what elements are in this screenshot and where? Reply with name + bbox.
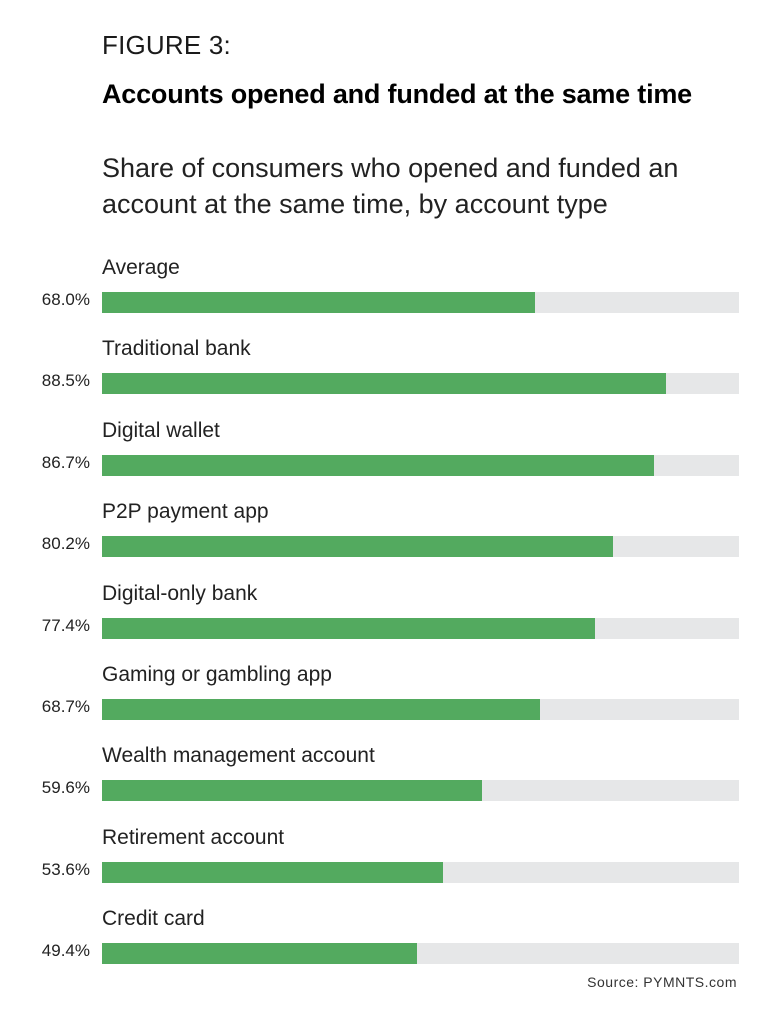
bar-row: Credit card 49.4% <box>0 907 768 988</box>
category-label: P2P payment app <box>102 500 269 524</box>
bar-fill <box>102 780 482 802</box>
bar-track <box>102 617 739 639</box>
value-label: 59.6% <box>41 778 90 798</box>
bar-chart: Average 68.0% Traditional bank 88.5% Digital… <box>0 256 768 989</box>
bar-fill <box>102 943 417 965</box>
bar-row: Retirement account 53.6% <box>0 826 768 907</box>
category-label: Traditional bank <box>102 337 251 361</box>
value-label: 68.0% <box>41 290 90 309</box>
bar-track <box>102 861 739 883</box>
category-label: Retirement account <box>102 825 285 849</box>
bar-row: Average 68.0% <box>0 256 768 337</box>
bar-track <box>102 780 739 802</box>
bar-track <box>102 454 739 476</box>
value-label: 68.7% <box>41 696 90 716</box>
bar-fill <box>102 373 666 395</box>
bar-row: Digital wallet 86.7% <box>0 419 768 500</box>
bar-row: P2P payment app 80.2% <box>0 500 768 581</box>
value-label: 86.7% <box>41 452 90 472</box>
category-label: Digital wallet <box>102 418 220 442</box>
category-label: Digital-only bank <box>102 581 258 605</box>
bar-fill <box>102 698 540 720</box>
value-label: 53.6% <box>41 859 90 879</box>
bar-track <box>102 373 739 395</box>
bar-row: Digital-only bank 77.4% <box>0 582 768 663</box>
category-label: Average <box>102 256 180 279</box>
bar-fill <box>102 292 536 313</box>
value-label: 80.2% <box>41 534 90 554</box>
bar-track <box>102 292 739 313</box>
bar-fill <box>102 861 444 883</box>
bar-row: Wealth management account 59.6% <box>0 744 768 825</box>
category-label: Credit card <box>102 907 205 931</box>
bar-fill <box>102 536 613 558</box>
category-label: Gaming or gambling app <box>102 662 332 686</box>
value-label: 77.4% <box>41 615 90 635</box>
bar-row: Gaming or gambling app 68.7% <box>0 663 768 744</box>
bar-track <box>102 536 739 558</box>
bar-track <box>102 943 739 965</box>
bar-track <box>102 698 739 720</box>
bar-fill <box>102 454 655 476</box>
chart-title: Accounts opened and funded at the same t… <box>102 79 692 109</box>
category-label: Wealth management account <box>102 744 375 768</box>
bar-fill <box>102 617 596 639</box>
bar-row: Traditional bank 88.5% <box>0 337 768 418</box>
value-label: 88.5% <box>41 371 90 391</box>
source-note: Source: PYMNTS.com <box>587 974 737 990</box>
value-label: 49.4% <box>41 941 90 961</box>
chart-subtitle: Share of consumers who opened and funded… <box>102 153 679 219</box>
figure-label: FIGURE 3: <box>102 30 231 60</box>
